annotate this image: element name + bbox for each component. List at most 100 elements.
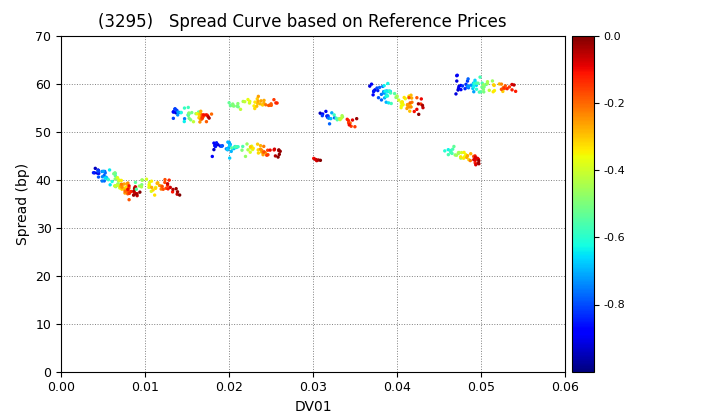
Point (465, 82, 477, 89)
Point (467, 85, 479, 92)
Point (102, 176, 113, 182)
Point (252, 100, 264, 107)
Point (260, 150, 271, 156)
Point (269, 147, 280, 153)
Point (480, 81, 492, 88)
Point (310, 156, 322, 163)
Point (312, 157, 324, 163)
Point (194, 116, 206, 122)
Point (104, 167, 115, 173)
Point (472, 80, 484, 87)
Point (243, 100, 255, 106)
Point (463, 84, 474, 91)
Point (506, 87, 518, 93)
Point (396, 99, 408, 105)
Point (459, 153, 471, 160)
Point (385, 89, 397, 96)
Point (273, 147, 284, 154)
Point (128, 187, 140, 194)
Point (168, 108, 179, 115)
Point (376, 91, 387, 98)
Point (451, 78, 462, 84)
Point (152, 179, 163, 186)
Point (99, 178, 110, 184)
Point (128, 192, 140, 199)
Point (168, 115, 179, 122)
Point (315, 110, 326, 117)
Point (403, 94, 415, 101)
Point (104, 181, 116, 188)
Point (469, 160, 481, 166)
Point (336, 115, 347, 121)
Point (405, 102, 416, 108)
Point (322, 113, 333, 120)
Point (476, 84, 487, 90)
Point (397, 102, 408, 108)
Point (183, 111, 194, 118)
Point (415, 101, 426, 108)
Point (186, 109, 197, 116)
Point (135, 184, 147, 190)
Point (413, 100, 424, 107)
Point (174, 109, 185, 116)
Point (130, 179, 141, 186)
Point (116, 186, 127, 192)
Point (464, 157, 476, 164)
Point (469, 79, 481, 86)
Point (344, 120, 356, 126)
Point (381, 92, 392, 98)
Point (469, 77, 481, 84)
Point (200, 112, 212, 118)
Point (183, 110, 194, 117)
Point (379, 90, 390, 97)
Point (376, 97, 387, 103)
Point (162, 186, 174, 192)
Point (222, 139, 233, 145)
Point (194, 113, 205, 120)
Point (175, 109, 186, 116)
Point (346, 123, 357, 130)
Point (237, 143, 248, 150)
Point (453, 149, 464, 156)
Point (244, 98, 256, 105)
Point (368, 88, 379, 95)
Point (179, 116, 190, 122)
Point (477, 80, 488, 87)
Point (391, 93, 402, 100)
Point (461, 154, 472, 161)
Point (369, 87, 381, 93)
Point (210, 142, 221, 149)
Point (462, 83, 474, 89)
Point (113, 183, 125, 189)
Point (468, 153, 480, 160)
Point (171, 191, 183, 197)
Point (210, 143, 221, 150)
Point (192, 110, 203, 117)
Point (120, 184, 132, 190)
Point (489, 87, 500, 94)
Point (462, 84, 473, 90)
Point (402, 101, 413, 108)
Point (193, 114, 204, 121)
Point (109, 169, 121, 176)
Point (258, 100, 269, 107)
Point (444, 147, 456, 154)
Point (238, 98, 249, 105)
Point (225, 102, 236, 109)
Point (184, 115, 195, 122)
Point (397, 99, 408, 105)
Point (246, 144, 257, 151)
Point (475, 89, 487, 95)
Point (228, 102, 240, 109)
Point (124, 190, 135, 197)
Point (159, 179, 171, 186)
Point (264, 102, 276, 108)
Point (260, 101, 271, 108)
Y-axis label: Spread (bp): Spread (bp) (16, 163, 30, 245)
Point (202, 113, 214, 120)
Point (232, 100, 243, 107)
Point (122, 189, 134, 196)
Point (92, 167, 104, 173)
Point (456, 149, 467, 156)
Point (320, 108, 332, 115)
